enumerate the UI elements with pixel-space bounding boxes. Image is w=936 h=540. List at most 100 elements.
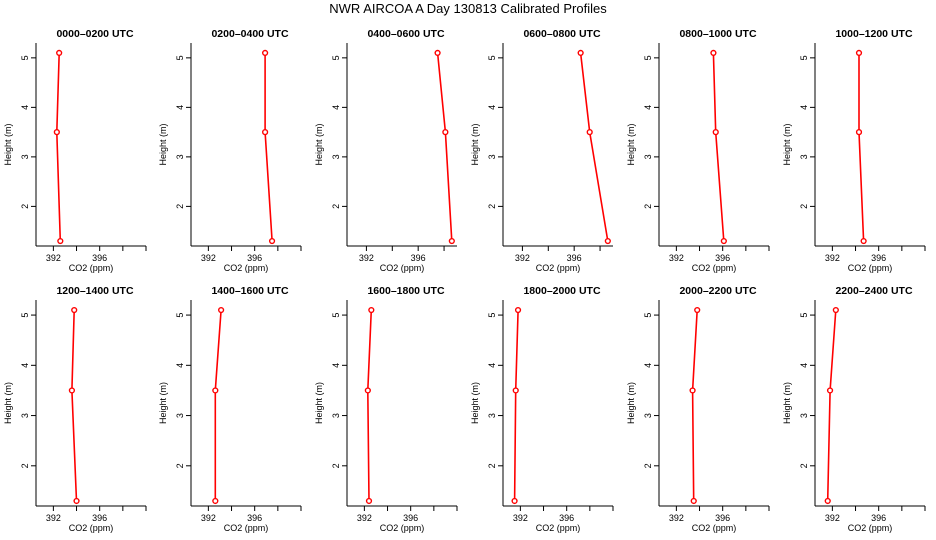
y-tick-label: 5 [643, 55, 653, 60]
y-axis-label: Height (m) [782, 123, 792, 165]
y-axis-label: Height (m) [626, 123, 636, 165]
y-tick-label: 4 [643, 105, 653, 110]
y-tick-label: 5 [175, 313, 185, 318]
y-tick-label: 4 [643, 363, 653, 368]
x-tick-label: 396 [715, 513, 730, 523]
x-axis-label: CO2 (ppm) [224, 523, 269, 533]
y-axis-label: Height (m) [470, 382, 480, 424]
x-tick-label: 396 [715, 253, 730, 263]
x-tick-label: 392 [515, 253, 530, 263]
data-point [368, 306, 375, 314]
y-tick-label: 5 [487, 55, 497, 60]
plot-title: 0400–0600 UTC [367, 28, 444, 40]
y-axis-label: Height (m) [314, 123, 324, 165]
y-tick-label: 3 [175, 154, 185, 159]
y-tick-label: 3 [20, 413, 30, 418]
y-tick-label: 5 [175, 55, 185, 60]
plot-title: 1200–1400 UTC [56, 285, 133, 297]
data-point [448, 237, 455, 245]
y-tick-label: 4 [487, 363, 497, 368]
data-point [720, 237, 727, 245]
data-point [262, 129, 269, 136]
y-axis-label: Height (m) [158, 123, 168, 165]
plot-title: 2000–2200 UTC [679, 285, 756, 297]
data-point [68, 387, 75, 394]
x-axis-label: CO2 (ppm) [224, 263, 269, 273]
data-point [56, 49, 63, 57]
data-point [826, 387, 834, 394]
data-point [832, 306, 839, 314]
y-tick-label: 5 [331, 313, 341, 318]
data-point [690, 497, 697, 505]
y-axis-label: Height (m) [782, 382, 792, 424]
y-tick-label: 5 [487, 313, 497, 318]
y-tick-label: 2 [331, 204, 341, 209]
data-point [365, 497, 373, 505]
y-tick-label: 4 [175, 363, 185, 368]
y-tick-label: 5 [20, 55, 30, 60]
x-tick-label: 392 [201, 513, 216, 523]
x-axis-label: CO2 (ppm) [692, 523, 737, 533]
plot-title: 2200–2400 UTC [835, 285, 912, 297]
x-axis-label: CO2 (ppm) [69, 523, 114, 533]
y-axis-label: Height (m) [3, 123, 13, 165]
x-tick-label: 396 [247, 513, 262, 523]
data-point [53, 129, 60, 136]
y-tick-label: 4 [799, 363, 809, 368]
data-point [268, 237, 276, 245]
y-tick-label: 4 [20, 105, 30, 110]
data-point [855, 129, 863, 136]
y-tick-label: 2 [799, 204, 809, 209]
x-tick-label: 392 [201, 253, 216, 263]
data-point [212, 387, 219, 394]
data-point [689, 387, 696, 394]
y-tick-label: 3 [643, 413, 653, 418]
profile-line [71, 309, 78, 502]
x-tick-label: 396 [871, 513, 886, 523]
y-tick-label: 3 [799, 154, 809, 159]
data-point [442, 129, 449, 136]
x-axis-label: CO2 (ppm) [536, 263, 581, 273]
y-tick-label: 3 [175, 413, 185, 418]
x-tick-label: 392 [357, 513, 372, 523]
data-point [73, 497, 80, 505]
y-axis-label: Height (m) [470, 123, 480, 165]
profile-line [436, 52, 453, 242]
data-point [218, 306, 225, 314]
data-point [860, 237, 867, 245]
y-tick-label: 4 [331, 105, 341, 110]
data-point [512, 387, 519, 394]
data-point [577, 49, 584, 57]
profile-line [264, 52, 273, 242]
data-point [712, 129, 719, 136]
x-axis-label: CO2 (ppm) [380, 263, 425, 273]
data-point [694, 306, 701, 314]
profile-line [826, 309, 837, 502]
y-axis-label: Height (m) [3, 382, 13, 424]
x-tick-label: 396 [871, 253, 886, 263]
plot-title: 1800–2000 UTC [523, 285, 600, 297]
x-tick-label: 396 [92, 253, 107, 263]
profile-line [858, 52, 865, 242]
x-tick-label: 396 [559, 513, 574, 523]
x-tick-label: 392 [825, 253, 840, 263]
data-point [604, 237, 611, 245]
y-tick-label: 3 [487, 154, 497, 159]
data-point [514, 306, 522, 314]
y-tick-label: 5 [799, 313, 809, 318]
x-tick-label: 396 [567, 253, 582, 263]
profile-line [55, 52, 62, 242]
x-tick-label: 392 [46, 513, 61, 523]
data-point [824, 497, 831, 505]
